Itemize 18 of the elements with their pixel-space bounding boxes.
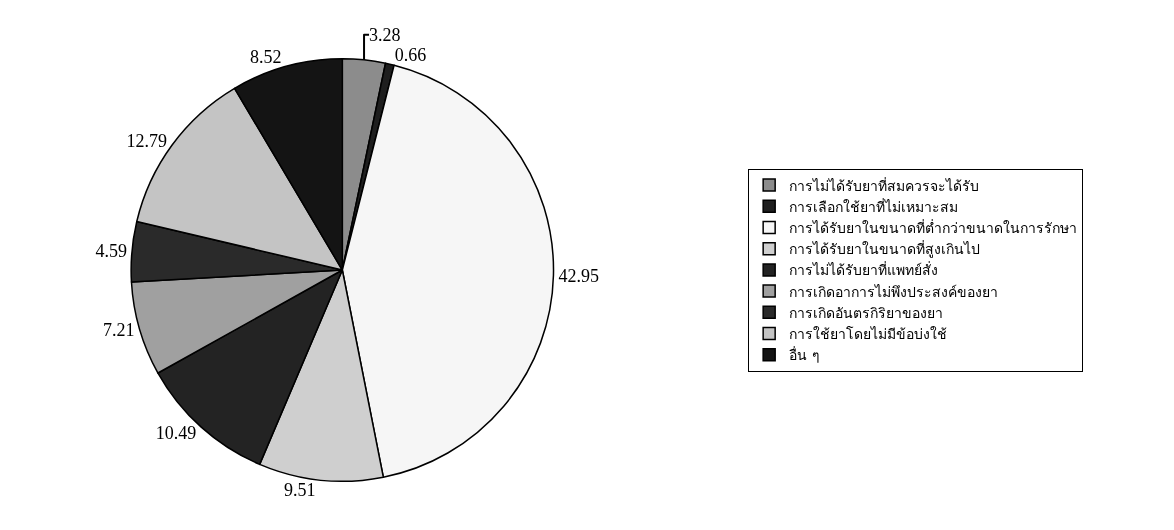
data-label: 0.66 <box>394 44 427 65</box>
legend-label: การไม่ได้รับยาที่สมควรจะได้รับ <box>789 176 980 194</box>
data-label: 7.21 <box>103 319 135 340</box>
data-label: 42.95 <box>558 265 599 286</box>
data-label: 4.59 <box>95 241 127 262</box>
data-label: 10.49 <box>155 422 197 443</box>
data-label: 9.51 <box>284 479 316 500</box>
data-label: 3.28 <box>369 24 401 45</box>
legend-label: การเลือกใช้ยาที่ไม่เหมาะสม <box>789 197 959 215</box>
legend-label: การเกิดอันตรกิริยาของยา <box>789 304 944 321</box>
legend-label: อื่น ๆ <box>789 346 820 364</box>
legend-label: การเกิดอาการไม่พึงประสงค์ของยา <box>789 283 999 300</box>
legend-label: การไม่ได้รับยาที่แพทย์สั่ง <box>789 261 939 279</box>
legend-label: การใช้ยาโดยไม่มีข้อบ่งใช้ <box>789 325 948 342</box>
data-label: 12.79 <box>126 131 168 152</box>
data-label: 8.52 <box>249 47 282 68</box>
legend-label: การได้รับยาในขนาดที่สูงเกินไป <box>789 240 981 259</box>
legend-label: การได้รับยาในขนาดที่ต่ำกว่าขนาดในการรักษา <box>789 218 1078 236</box>
